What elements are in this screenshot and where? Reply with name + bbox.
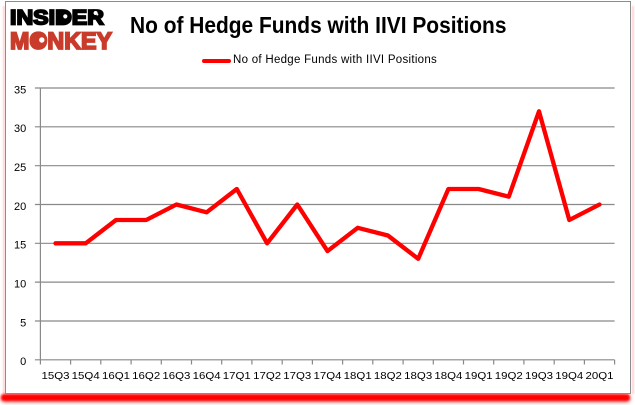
svg-text:5: 5	[20, 317, 26, 329]
svg-text:30: 30	[14, 123, 26, 135]
svg-text:20: 20	[14, 201, 26, 213]
svg-text:19Q1: 19Q1	[465, 370, 493, 382]
svg-text:17Q4: 17Q4	[314, 370, 342, 382]
svg-text:MONKEY: MONKEY	[10, 28, 112, 55]
svg-text:19Q3: 19Q3	[525, 370, 553, 382]
svg-text:16Q3: 16Q3	[162, 370, 190, 382]
svg-text:25: 25	[14, 162, 26, 174]
svg-text:18Q2: 18Q2	[374, 370, 402, 382]
svg-text:10: 10	[14, 279, 26, 291]
svg-text:19Q2: 19Q2	[495, 370, 523, 382]
svg-text:17Q1: 17Q1	[223, 370, 251, 382]
svg-text:18Q1: 18Q1	[344, 370, 372, 382]
svg-text:35: 35	[14, 84, 26, 96]
svg-text:15: 15	[14, 240, 26, 252]
svg-text:INSIDER: INSIDER	[10, 6, 104, 29]
svg-text:15Q3: 15Q3	[42, 370, 70, 382]
svg-text:18Q4: 18Q4	[434, 370, 462, 382]
svg-text:16Q1: 16Q1	[102, 370, 130, 382]
svg-text:19Q4: 19Q4	[555, 370, 583, 382]
svg-text:17Q2: 17Q2	[253, 370, 281, 382]
svg-text:16Q2: 16Q2	[132, 370, 160, 382]
svg-text:18Q3: 18Q3	[404, 370, 432, 382]
svg-text:0: 0	[20, 356, 26, 368]
svg-text:20Q1: 20Q1	[586, 370, 614, 382]
svg-text:16Q4: 16Q4	[193, 370, 221, 382]
svg-text:15Q4: 15Q4	[72, 370, 100, 382]
svg-text:17Q3: 17Q3	[283, 370, 311, 382]
